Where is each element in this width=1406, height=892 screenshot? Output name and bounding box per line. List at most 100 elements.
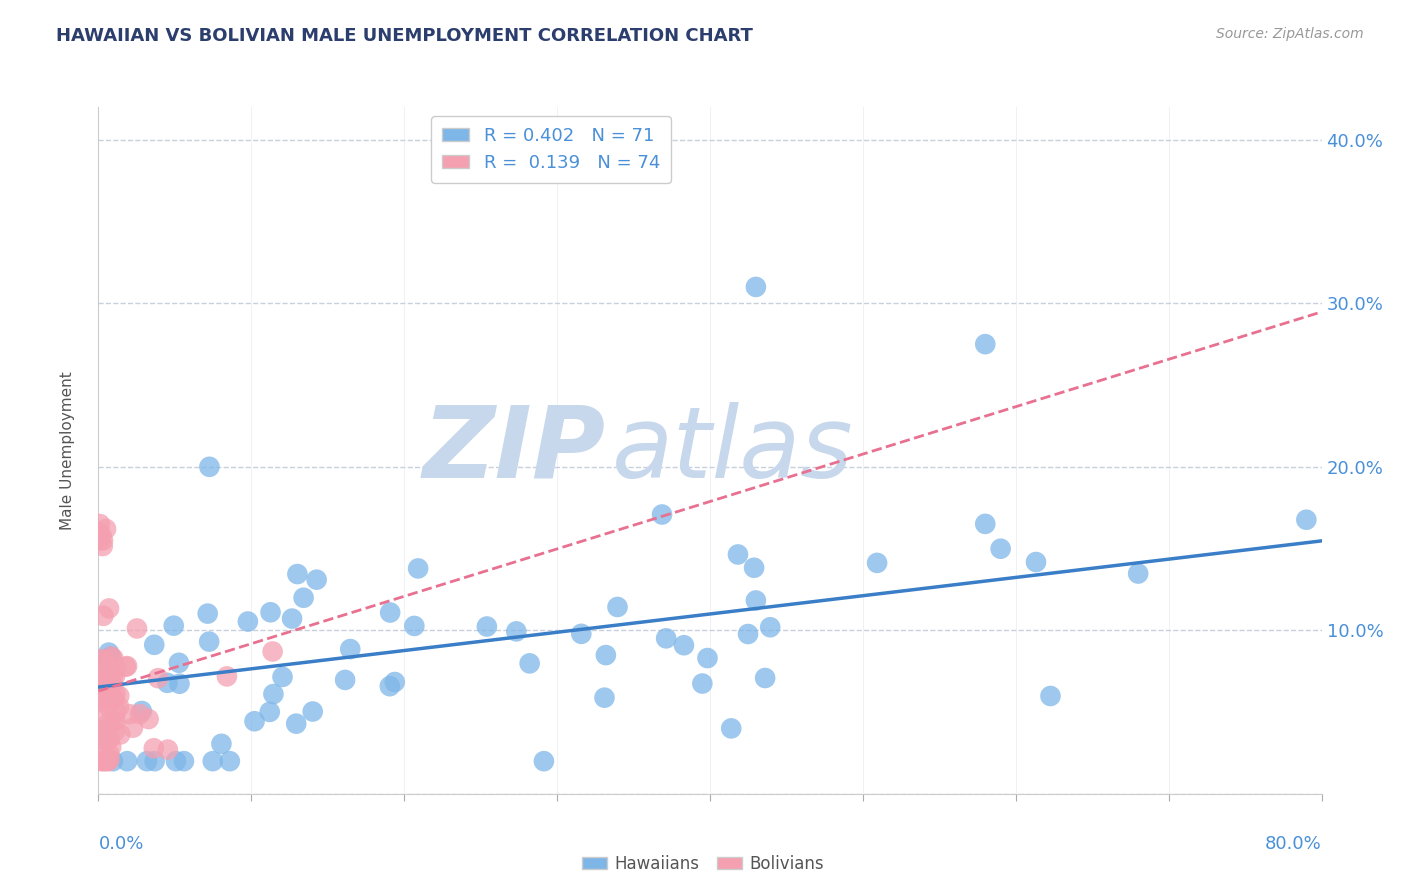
Point: [98, 675, 121, 690]
Point: [281, 611, 304, 625]
Point: [97, 731, 120, 745]
Point: [519, 657, 541, 671]
Point: [122, 721, 145, 735]
Point: [94, 670, 117, 684]
Point: [142, 741, 165, 756]
Point: [90, 754, 112, 768]
Point: [98, 693, 121, 707]
Point: [1039, 689, 1062, 703]
Point: [94, 673, 117, 687]
Point: [90, 695, 112, 709]
Point: [87, 706, 110, 720]
Point: [209, 737, 232, 751]
Point: [156, 742, 179, 756]
Point: [262, 687, 284, 701]
Point: [333, 673, 356, 687]
Point: [692, 676, 714, 690]
Point: [114, 659, 136, 673]
Point: [103, 692, 125, 706]
Point: [97, 754, 120, 768]
Point: [259, 605, 281, 619]
Point: [98, 747, 121, 761]
Point: [100, 739, 122, 754]
Point: [87, 744, 110, 758]
Point: [104, 669, 127, 683]
Point: [305, 573, 328, 587]
Point: [125, 622, 148, 636]
Point: [91, 681, 114, 696]
Point: [100, 649, 122, 664]
Point: [131, 704, 153, 718]
Point: [169, 677, 191, 691]
Text: HAWAIIAN VS BOLIVIAN MALE UNEMPLOYMENT CORRELATION CHART: HAWAIIAN VS BOLIVIAN MALE UNEMPLOYMENT C…: [56, 27, 754, 45]
Point: [91, 665, 114, 680]
Point: [104, 660, 127, 674]
Point: [115, 659, 138, 673]
Point: [406, 561, 429, 575]
Point: [655, 632, 678, 646]
Text: 0.0%: 0.0%: [98, 835, 143, 853]
Point: [287, 567, 309, 582]
Point: [745, 280, 768, 294]
Point: [89, 669, 111, 683]
Point: [165, 754, 187, 768]
Point: [104, 724, 127, 739]
Point: [259, 705, 281, 719]
Point: [118, 707, 141, 722]
Point: [505, 624, 527, 639]
Point: [292, 591, 315, 605]
Point: [115, 754, 138, 768]
Point: [103, 693, 125, 707]
Point: [91, 539, 114, 553]
Point: [378, 679, 401, 693]
Point: [143, 754, 166, 768]
Point: [135, 754, 157, 768]
Y-axis label: Male Unemployment: Male Unemployment: [60, 371, 75, 530]
Point: [339, 642, 361, 657]
Point: [94, 657, 117, 672]
Point: [974, 516, 997, 531]
Point: [990, 541, 1012, 556]
Point: [745, 593, 768, 607]
Point: [533, 754, 555, 768]
Point: [1025, 555, 1047, 569]
Point: [754, 671, 776, 685]
Point: [974, 337, 997, 351]
Point: [173, 754, 195, 768]
Point: [742, 560, 765, 574]
Point: [89, 690, 111, 704]
Point: [1295, 513, 1317, 527]
Point: [108, 689, 131, 703]
Point: [90, 652, 112, 666]
Point: [167, 656, 190, 670]
Point: [89, 675, 111, 690]
Point: [93, 681, 115, 695]
Text: Source: ZipAtlas.com: Source: ZipAtlas.com: [1216, 27, 1364, 41]
Point: [98, 732, 121, 747]
Point: [93, 723, 115, 737]
Point: [94, 725, 117, 739]
Point: [1128, 566, 1150, 581]
Point: [90, 528, 112, 542]
Point: [243, 714, 266, 729]
Point: [606, 599, 628, 614]
Point: [94, 522, 117, 536]
Point: [100, 649, 122, 664]
Legend: Hawaiians, Bolivians: Hawaiians, Bolivians: [575, 848, 831, 880]
Point: [651, 508, 673, 522]
Point: [104, 687, 127, 701]
Point: [87, 525, 110, 540]
Point: [163, 618, 186, 632]
Point: [672, 638, 695, 652]
Point: [93, 726, 115, 740]
Point: [97, 656, 120, 670]
Text: 80.0%: 80.0%: [1265, 835, 1322, 853]
Point: [301, 705, 323, 719]
Point: [98, 601, 121, 615]
Point: [128, 707, 150, 722]
Point: [91, 675, 114, 690]
Point: [215, 669, 238, 683]
Point: [201, 754, 224, 768]
Point: [384, 675, 406, 690]
Point: [156, 676, 179, 690]
